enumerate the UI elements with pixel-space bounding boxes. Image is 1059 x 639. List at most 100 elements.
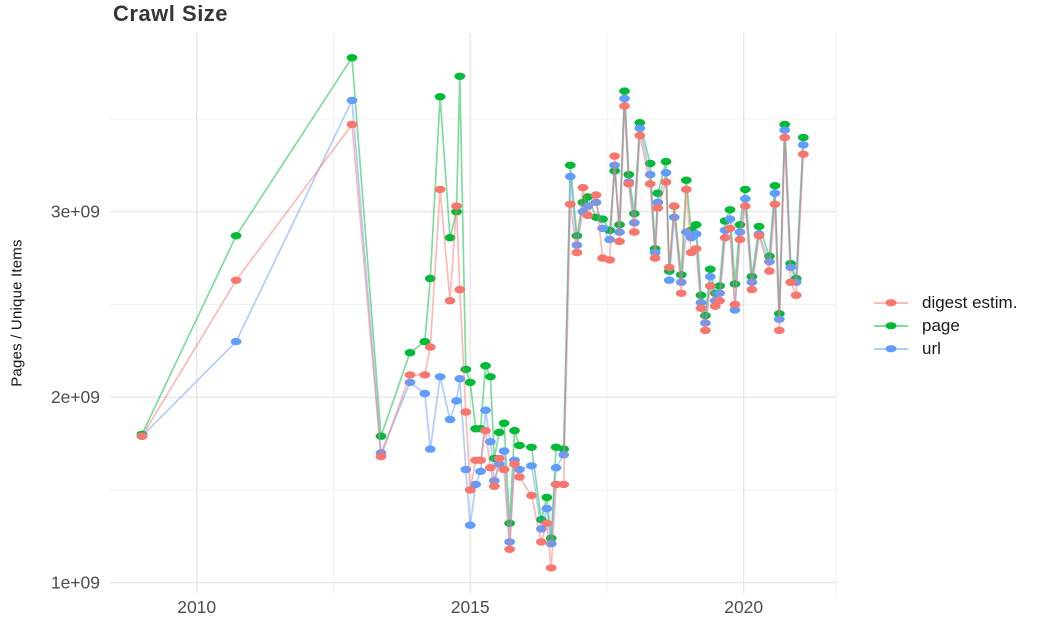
- data-point-digestestim: [460, 408, 472, 416]
- data-point-digestestim: [660, 178, 672, 186]
- data-point-page: [424, 274, 436, 283]
- legend-dot-icon: [885, 344, 897, 353]
- legend-item-page: page: [874, 314, 1017, 337]
- data-point-digestestim: [700, 326, 711, 335]
- data-point-url: [644, 170, 656, 179]
- data-point-digestestim: [454, 285, 466, 294]
- data-point-page: [724, 206, 736, 214]
- data-point-digestestim: [680, 185, 692, 194]
- data-point-digestestim: [419, 371, 431, 379]
- data-point-digestestim: [526, 491, 537, 500]
- data-point-digestestim: [493, 454, 505, 463]
- data-point-digestestim: [779, 133, 791, 142]
- data-point-digestestim: [753, 232, 765, 240]
- data-point-digestestim: [675, 289, 687, 297]
- data-point-digestestim: [444, 297, 456, 305]
- data-point-digestestim: [475, 456, 486, 464]
- data-point-digestestim: [719, 234, 731, 242]
- data-point-digestestim: [797, 150, 809, 158]
- data-point-digestestim: [619, 102, 630, 110]
- data-point-page: [690, 221, 702, 229]
- data-point-page: [541, 493, 553, 502]
- data-point-digestestim: [663, 263, 675, 272]
- data-point-url: [454, 375, 466, 383]
- legend-label-page: page: [922, 315, 960, 335]
- data-point-url: [451, 397, 462, 405]
- y-axis-title: Pages / Unique Items: [8, 239, 26, 387]
- legend-key-url: [874, 342, 908, 356]
- legend-label-url: url: [922, 338, 941, 358]
- data-point-url: [739, 195, 751, 203]
- data-point-digestestim: [375, 452, 387, 461]
- data-point-url: [346, 96, 358, 105]
- data-point-url: [769, 189, 781, 197]
- data-point-digestestim: [346, 120, 358, 129]
- data-point-page: [619, 87, 630, 95]
- data-point-page: [493, 428, 505, 437]
- data-point-url: [498, 447, 510, 455]
- data-point-digestestim: [690, 245, 702, 253]
- data-point-digestestim: [604, 256, 616, 264]
- data-point-digestestim: [424, 343, 436, 351]
- data-point-page: [779, 120, 791, 129]
- data-point-digestestim: [623, 180, 635, 188]
- data-point-url: [230, 337, 242, 346]
- data-point-digestestim: [590, 191, 602, 199]
- data-point-url: [690, 230, 702, 238]
- data-point-digestestim: [790, 291, 802, 299]
- data-point-page: [514, 441, 525, 450]
- data-point-digestestim: [704, 282, 716, 290]
- data-point-url: [541, 504, 553, 513]
- data-point-url: [564, 172, 576, 181]
- data-point-page: [504, 519, 515, 527]
- data-point-digestestim: [769, 200, 781, 208]
- data-point-page: [769, 182, 781, 190]
- data-point-url: [475, 467, 486, 476]
- data-point-digestestim: [464, 486, 476, 494]
- data-point-digestestim: [734, 235, 746, 244]
- data-point-digestestim: [514, 473, 525, 481]
- chart-title: Crawl Size: [113, 1, 229, 26]
- data-point-page: [498, 419, 510, 427]
- data-point-url: [434, 373, 446, 381]
- data-point-url: [550, 464, 562, 472]
- data-point-url: [464, 521, 476, 529]
- data-point-digestestim: [628, 228, 640, 236]
- data-point-page: [739, 185, 751, 194]
- data-point-digestestim: [582, 211, 594, 220]
- x-tick-label: 2020: [724, 597, 763, 617]
- data-point-url: [663, 276, 675, 284]
- data-point-page: [434, 93, 446, 101]
- data-point-digestestim: [739, 202, 751, 210]
- series-line-digestestim: [141, 105, 805, 569]
- data-point-page: [704, 265, 716, 273]
- data-point-digestestim: [230, 276, 242, 284]
- data-point-digestestim: [695, 304, 707, 312]
- y-tick-label: 2e+09: [51, 387, 100, 407]
- data-point-page: [753, 222, 765, 231]
- y-tick-label: 3e+09: [51, 202, 100, 222]
- data-point-digestestim: [136, 432, 148, 440]
- data-point-digestestim: [714, 297, 725, 305]
- data-point-url: [619, 94, 630, 103]
- data-point-digestestim: [509, 460, 520, 468]
- data-point-url: [704, 272, 716, 281]
- legend-key-page: [874, 319, 908, 333]
- data-point-digestestim: [404, 371, 416, 379]
- x-tick-label: 2015: [451, 597, 490, 617]
- data-point-digestestim: [504, 545, 515, 553]
- legend-dot-icon: [885, 298, 897, 307]
- data-point-page: [419, 337, 431, 346]
- data-point-digestestim: [451, 202, 462, 210]
- data-point-page: [404, 349, 416, 357]
- data-point-url: [480, 406, 491, 414]
- x-tick-label: 2010: [177, 597, 216, 617]
- data-point-page: [797, 133, 809, 142]
- legend: digest estim. page url: [874, 291, 1017, 360]
- data-point-digestestim: [644, 180, 656, 188]
- legend-key-digest: [874, 296, 908, 310]
- data-point-url: [724, 215, 736, 223]
- data-point-url: [634, 124, 646, 132]
- data-point-digestestim: [480, 426, 491, 435]
